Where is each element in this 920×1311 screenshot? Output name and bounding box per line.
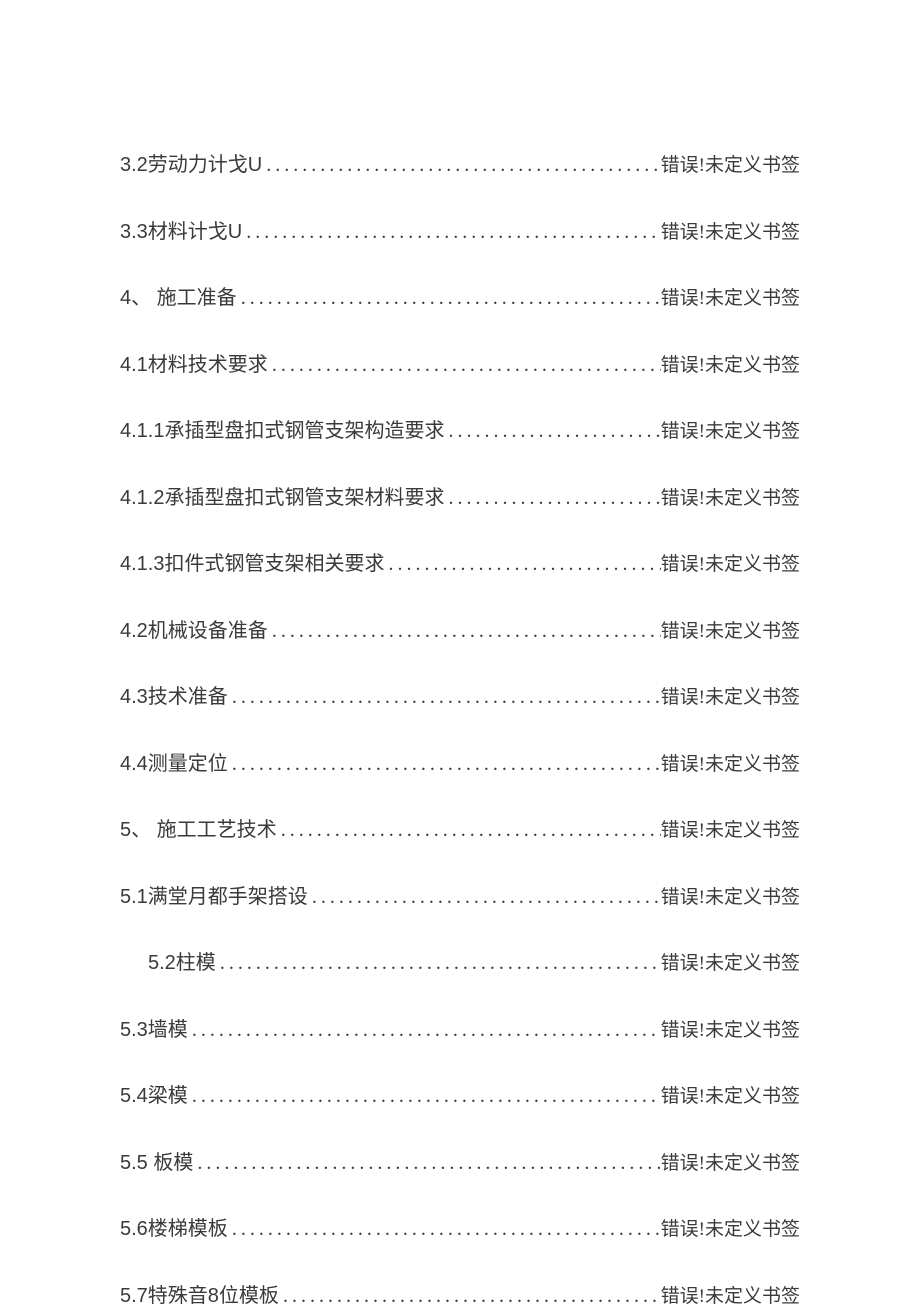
toc-leader-dots: ........................................… xyxy=(228,1214,661,1244)
page: 3.2劳动力计戈U...............................… xyxy=(0,0,920,1303)
toc-leader-dots: ........................................… xyxy=(444,483,660,513)
toc-leader-dots: ........................................… xyxy=(268,350,661,380)
toc-page-ref: 错误!未定义书签 xyxy=(661,618,800,647)
toc-label: 4、 施工准备 xyxy=(120,283,237,313)
toc-label: 5.6楼梯模板 xyxy=(120,1214,228,1244)
toc-page-ref: 错误!未定义书签 xyxy=(661,1017,800,1046)
toc-page-ref: 错误!未定义书签 xyxy=(661,352,800,381)
toc-entry: 4.1.3扣件式钢管支架相关要求........................… xyxy=(120,549,800,580)
toc-entry: 5、 施工工艺技术...............................… xyxy=(120,815,800,846)
toc-leader-dots: ........................................… xyxy=(262,150,660,180)
toc-entry: 5.4梁模...................................… xyxy=(120,1081,800,1112)
toc-page-ref: 错误!未定义书签 xyxy=(661,1083,800,1112)
toc-label: 4.4测量定位 xyxy=(120,749,228,779)
toc-page-ref: 错误!未定义书签 xyxy=(661,485,800,514)
toc-leader-dots: ........................................… xyxy=(228,749,661,779)
toc-label: 4.1.2承插型盘扣式钢管支架材料要求 xyxy=(120,483,444,513)
toc-leader-dots: ........................................… xyxy=(268,616,661,646)
toc-page-ref: 错误!未定义书签 xyxy=(661,817,800,846)
toc-entry: 4.1材料技术要求...............................… xyxy=(120,350,800,381)
toc-label: 5.4梁模 xyxy=(120,1081,188,1111)
toc-leader-dots: ........................................… xyxy=(228,682,661,712)
toc-page-ref: 错误!未定义书签 xyxy=(661,418,800,447)
toc-label: 4.1.1承插型盘扣式钢管支架构造要求 xyxy=(120,416,444,446)
toc-leader-dots: ........................................… xyxy=(308,882,661,912)
toc-entry: 5.5 板模..................................… xyxy=(120,1148,800,1179)
table-of-contents: 3.2劳动力计戈U...............................… xyxy=(120,150,800,1311)
toc-leader-dots: ........................................… xyxy=(242,217,660,247)
toc-page-ref: 错误!未定义书签 xyxy=(661,219,800,248)
toc-entry: 5.6楼梯模板.................................… xyxy=(120,1214,800,1245)
toc-label: 5.3墙模 xyxy=(120,1015,188,1045)
toc-leader-dots: ........................................… xyxy=(188,1081,661,1111)
toc-page-ref: 错误!未定义书签 xyxy=(661,152,800,181)
toc-label: 4.2机械设备准备 xyxy=(120,616,268,646)
toc-page-ref: 错误!未定义书签 xyxy=(661,950,800,979)
toc-page-ref: 错误!未定义书签 xyxy=(661,551,800,580)
toc-entry: 4.1.1承插型盘扣式钢管支架构造要求.....................… xyxy=(120,416,800,447)
toc-leader-dots: ........................................… xyxy=(216,948,661,978)
toc-page-ref: 错误!未定义书签 xyxy=(661,684,800,713)
toc-page-ref: 错误!未定义书签 xyxy=(661,1150,800,1179)
toc-label: 4.1材料技术要求 xyxy=(120,350,268,380)
toc-entry: 4.3技术准备.................................… xyxy=(120,682,800,713)
toc-entry: 4.1.2承插型盘扣式钢管支架材料要求.....................… xyxy=(120,483,800,514)
toc-entry: 4.2机械设备准备...............................… xyxy=(120,616,800,647)
toc-entry: 3.2劳动力计戈U...............................… xyxy=(120,150,800,181)
toc-leader-dots: ........................................… xyxy=(277,815,661,845)
toc-entry: 5.7特殊音8位模板..............................… xyxy=(120,1281,800,1311)
toc-label: 5、 施工工艺技术 xyxy=(120,815,277,845)
toc-label: 3.2劳动力计戈U xyxy=(120,150,262,180)
toc-page-ref: 错误!未定义书签 xyxy=(661,1216,800,1245)
toc-page-ref: 错误!未定义书签 xyxy=(661,884,800,913)
toc-leader-dots: ........................................… xyxy=(444,416,660,446)
toc-label: 4.1.3扣件式钢管支架相关要求 xyxy=(120,549,384,579)
toc-entry: 5.2柱模...................................… xyxy=(120,948,800,979)
toc-label: 3.3材料计戈U xyxy=(120,217,242,247)
toc-label: 5.2柱模 xyxy=(148,948,216,978)
toc-label: 5.1满堂月都手架搭设 xyxy=(120,882,308,912)
toc-page-ref: 错误!未定义书签 xyxy=(661,1283,800,1311)
toc-leader-dots: ........................................… xyxy=(384,549,660,579)
toc-page-ref: 错误!未定义书签 xyxy=(661,751,800,780)
toc-leader-dots: ........................................… xyxy=(188,1015,661,1045)
toc-label: 5.7特殊音8位模板 xyxy=(120,1281,279,1311)
toc-entry: 5.3墙模...................................… xyxy=(120,1015,800,1046)
toc-leader-dots: ........................................… xyxy=(193,1148,660,1178)
toc-label: 4.3技术准备 xyxy=(120,682,228,712)
toc-entry: 4.4测量定位.................................… xyxy=(120,749,800,780)
toc-leader-dots: ........................................… xyxy=(237,283,661,313)
toc-leader-dots: ........................................… xyxy=(279,1281,661,1311)
toc-page-ref: 错误!未定义书签 xyxy=(661,285,800,314)
toc-label: 5.5 板模 xyxy=(120,1148,193,1178)
toc-entry: 5.1满堂月都手架搭设.............................… xyxy=(120,882,800,913)
toc-entry: 3.3材料计戈U................................… xyxy=(120,217,800,248)
toc-entry: 4、 施工准备.................................… xyxy=(120,283,800,314)
